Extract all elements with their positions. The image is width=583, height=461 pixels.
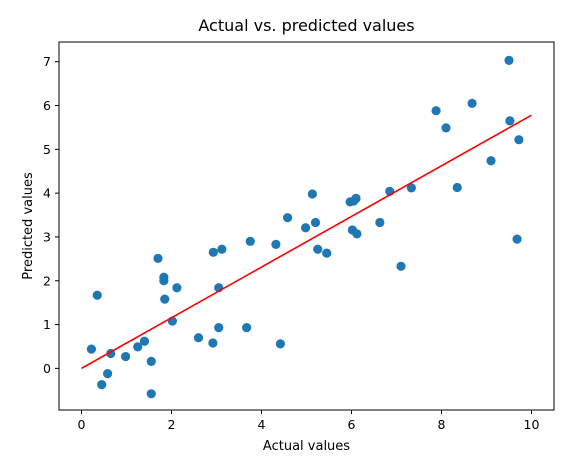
data-point: [351, 193, 361, 203]
data-point: [512, 234, 522, 244]
data-point: [159, 276, 169, 286]
x-tick-label: 8: [438, 417, 446, 432]
data-point: [307, 189, 317, 199]
data-point: [275, 339, 285, 349]
data-point: [92, 290, 102, 300]
plot-marks: [81, 55, 532, 399]
x-tick-label: 10: [524, 417, 540, 432]
data-point: [160, 294, 170, 304]
data-point: [208, 247, 218, 257]
data-point: [146, 389, 156, 399]
x-tick-label: 2: [168, 417, 176, 432]
data-point: [322, 248, 332, 258]
plot-frame: [58, 41, 555, 411]
data-point: [193, 333, 204, 343]
chart-title: Actual vs. predicted values: [198, 16, 414, 35]
data-point: [133, 342, 143, 352]
y-tick-label: 3: [43, 229, 51, 244]
data-point: [505, 116, 515, 126]
y-tick-label: 0: [43, 361, 51, 376]
data-point: [153, 253, 163, 264]
data-point: [310, 217, 321, 228]
x-tick-label: 4: [258, 417, 266, 432]
data-point: [301, 223, 311, 233]
data-point: [242, 323, 252, 333]
y-tick-label: 7: [43, 54, 51, 69]
data-point: [121, 351, 131, 362]
data-point: [452, 182, 462, 193]
x-axis-ticks: 0 2 4 6 8 10: [78, 410, 540, 432]
y-axis-ticks: 0 1 2 3 4 5 6 7: [43, 54, 59, 376]
x-axis-label: Actual values: [263, 439, 350, 454]
data-point: [467, 98, 477, 108]
data-point: [146, 356, 156, 366]
y-tick-label: 6: [43, 98, 51, 113]
x-tick-label: 0: [78, 417, 86, 432]
data-point: [271, 239, 281, 249]
y-tick-label: 1: [43, 317, 51, 332]
data-point: [283, 213, 293, 223]
data-point: [504, 55, 514, 65]
x-tick-label: 6: [348, 417, 356, 432]
data-point: [486, 156, 496, 166]
data-point: [431, 106, 441, 116]
data-point: [172, 283, 182, 293]
y-tick-label: 2: [43, 273, 51, 288]
data-point: [441, 123, 451, 133]
data-point: [217, 244, 227, 254]
y-axis-label: Predicted values: [21, 172, 36, 280]
data-point: [208, 338, 218, 348]
data-point: [245, 236, 255, 246]
data-point: [514, 135, 524, 145]
data-point: [97, 379, 107, 390]
fit-line: [81, 114, 532, 370]
data-point: [86, 344, 96, 354]
data-point: [214, 323, 224, 333]
data-point: [396, 261, 406, 271]
data-point: [375, 217, 385, 228]
y-tick-label: 4: [43, 186, 51, 201]
data-point: [103, 369, 113, 379]
data-point: [313, 244, 323, 254]
data-point: [406, 183, 416, 193]
data-point: [139, 336, 150, 346]
y-tick-label: 5: [43, 142, 51, 157]
data-point: [352, 229, 362, 239]
